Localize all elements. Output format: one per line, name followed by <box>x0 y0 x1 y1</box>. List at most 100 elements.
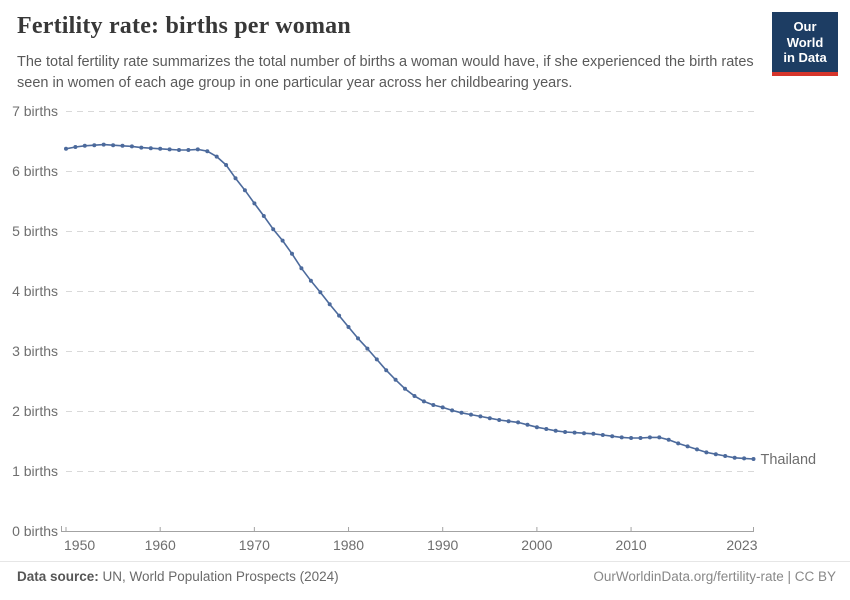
data-point <box>723 454 728 458</box>
x-tick-label: 1980 <box>333 537 364 553</box>
data-point <box>327 302 332 307</box>
data-point <box>290 251 294 256</box>
data-point <box>214 154 219 159</box>
data-point <box>421 399 426 404</box>
data-point <box>732 455 737 460</box>
data-point <box>224 163 229 167</box>
data-point <box>469 412 473 417</box>
data-point <box>572 430 577 435</box>
data-point <box>713 452 718 457</box>
data-point <box>638 436 643 440</box>
data-point <box>111 143 116 148</box>
data-point <box>478 414 483 419</box>
data-point <box>64 146 68 151</box>
data-point <box>676 441 681 446</box>
data-point <box>337 313 342 318</box>
x-tick-label: 1960 <box>145 537 176 553</box>
data-point <box>704 450 709 455</box>
data-point <box>205 149 210 154</box>
data-point <box>242 188 247 193</box>
data-point <box>346 325 351 329</box>
data-point <box>73 145 78 149</box>
data-point <box>534 425 539 430</box>
data-point <box>544 427 549 431</box>
data-point <box>129 144 134 149</box>
data-point <box>233 176 238 181</box>
x-tick-label: 2023 <box>726 537 757 553</box>
footer-divider <box>0 561 850 562</box>
data-point <box>685 444 690 449</box>
data-point <box>195 147 200 152</box>
data-point <box>563 430 568 434</box>
data-point <box>120 143 125 148</box>
data-point <box>271 227 276 232</box>
data-point <box>403 386 407 391</box>
data-point <box>600 433 605 437</box>
x-tick-label: 2010 <box>615 537 646 553</box>
x-tick-label: 1950 <box>64 537 95 553</box>
data-point <box>374 357 379 362</box>
data-point <box>101 142 106 147</box>
x-tick-label: 1990 <box>427 537 458 553</box>
data-point <box>450 408 455 413</box>
data-point <box>629 436 634 440</box>
data-point <box>591 431 596 436</box>
data-point <box>158 146 163 151</box>
data-point <box>506 419 511 424</box>
y-tick-label: 0 births <box>12 523 58 539</box>
data-point <box>167 147 172 152</box>
data-point <box>365 346 370 351</box>
y-tick-label: 7 births <box>12 103 58 119</box>
y-tick-label: 5 births <box>12 223 58 239</box>
data-point <box>92 143 97 148</box>
y-tick-label: 3 births <box>12 343 58 359</box>
data-point <box>412 394 417 398</box>
data-point <box>431 403 436 407</box>
data-point <box>647 435 652 440</box>
series-end-label: Thailand <box>761 452 817 468</box>
x-tick-label: 1970 <box>239 537 270 553</box>
chart-footer: Data source: UN, World Population Prospe… <box>17 569 836 584</box>
y-tick-label: 4 births <box>12 283 58 299</box>
owid-logo[interactable]: Our World in Data <box>772 12 838 76</box>
data-point <box>393 377 398 382</box>
data-point <box>582 431 586 436</box>
data-point <box>177 148 181 152</box>
owid-logo-red-bar <box>772 71 838 76</box>
data-point <box>657 435 662 440</box>
fertility-line-chart: 0 births 1 births 2 births 3 births 4 births… <box>12 103 817 553</box>
data-source: Data source: UN, World Population Prospe… <box>17 569 339 584</box>
data-point <box>497 418 502 422</box>
data-point <box>186 148 191 152</box>
data-point <box>553 428 558 433</box>
data-point <box>252 201 257 206</box>
data-point <box>139 145 144 150</box>
page-title: Fertility rate: births per woman <box>17 13 351 39</box>
data-point <box>610 434 615 439</box>
data-point <box>695 447 699 452</box>
footer-link[interactable]: OurWorldinData.org/fertility-rate | CC B… <box>593 569 836 584</box>
data-point <box>308 278 313 283</box>
data-point <box>384 368 389 373</box>
y-tick-label: 2 births <box>12 403 58 419</box>
data-point <box>751 457 756 461</box>
data-point <box>619 435 624 440</box>
data-point <box>280 238 285 243</box>
data-point <box>666 437 671 442</box>
data-point <box>82 143 87 148</box>
y-tick-label: 1 births <box>12 463 58 479</box>
owid-logo-text: Our World in Data <box>772 12 838 72</box>
data-source-label: Data source: <box>17 569 99 584</box>
data-point <box>299 266 304 271</box>
data-point <box>459 410 464 415</box>
data-point <box>440 405 445 410</box>
chart-subtitle: The total fertility rate summarizes the … <box>17 54 754 91</box>
owid-logo-line2: in Data <box>783 50 827 66</box>
data-point <box>261 214 266 218</box>
x-tick-label: 2000 <box>521 537 552 553</box>
data-point <box>318 290 323 295</box>
y-tick-label: 6 births <box>12 163 58 179</box>
data-source-text: UN, World Population Prospects (2024) <box>98 569 339 584</box>
data-point <box>742 456 747 461</box>
